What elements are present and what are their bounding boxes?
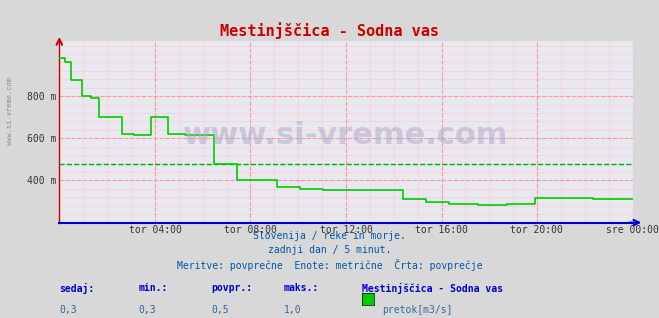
Text: sedaj:: sedaj: bbox=[59, 283, 94, 294]
Text: Slovenija / reke in morje.: Slovenija / reke in morje. bbox=[253, 231, 406, 240]
Text: pretok[m3/s]: pretok[m3/s] bbox=[382, 305, 453, 315]
Text: povpr.:: povpr.: bbox=[211, 283, 252, 293]
Text: 0,3: 0,3 bbox=[59, 305, 77, 315]
Text: min.:: min.: bbox=[138, 283, 168, 293]
Text: www.si-vreme.com: www.si-vreme.com bbox=[7, 77, 13, 145]
Text: Meritve: povprečne  Enote: metrične  Črta: povprečje: Meritve: povprečne Enote: metrične Črta:… bbox=[177, 259, 482, 271]
Text: zadnji dan / 5 minut.: zadnji dan / 5 minut. bbox=[268, 245, 391, 255]
Text: Mestinjščica - Sodna vas: Mestinjščica - Sodna vas bbox=[220, 22, 439, 39]
Text: 0,3: 0,3 bbox=[138, 305, 156, 315]
Text: Mestinjščica - Sodna vas: Mestinjščica - Sodna vas bbox=[362, 283, 503, 294]
Text: 1,0: 1,0 bbox=[283, 305, 301, 315]
Text: maks.:: maks.: bbox=[283, 283, 318, 293]
Text: 0,5: 0,5 bbox=[211, 305, 229, 315]
Text: www.si-vreme.com: www.si-vreme.com bbox=[183, 121, 509, 150]
